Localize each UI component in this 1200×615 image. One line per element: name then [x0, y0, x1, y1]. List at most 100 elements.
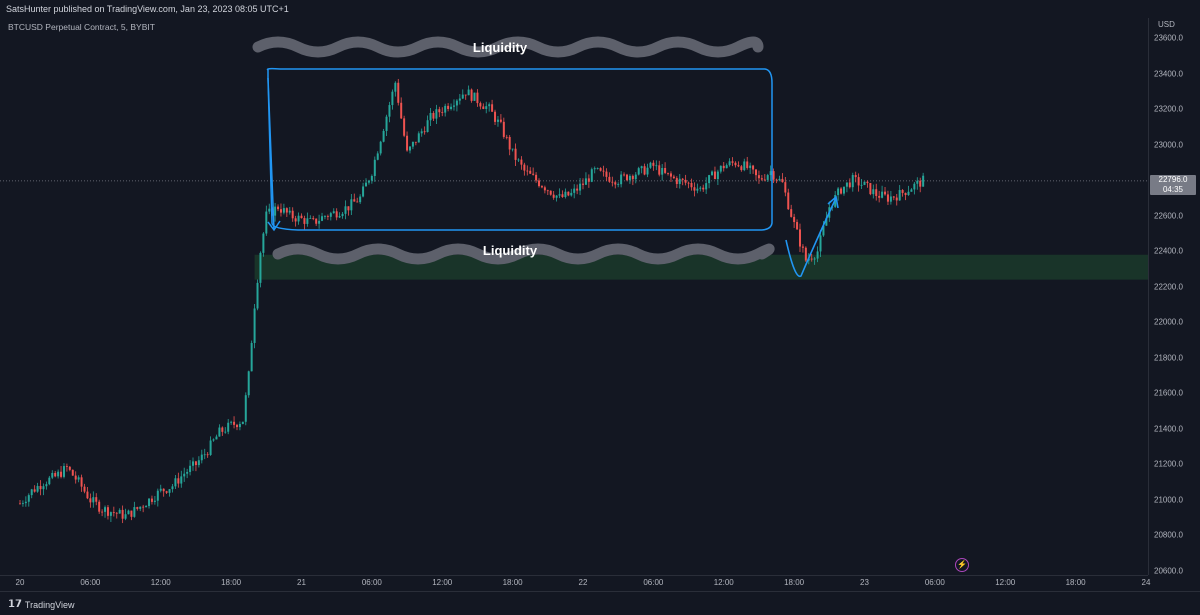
- candle-body: [514, 148, 517, 160]
- time-tick-label: 06:00: [80, 578, 101, 587]
- candle-body: [731, 161, 734, 163]
- candle-body: [851, 175, 854, 188]
- time-tick-label: 12:00: [713, 578, 734, 587]
- candle-body: [907, 191, 910, 195]
- candle-body: [658, 165, 661, 175]
- candle-body: [640, 166, 643, 169]
- candle-body: [508, 136, 511, 150]
- candle-body: [878, 195, 881, 198]
- candle-body: [227, 422, 230, 432]
- candle-body: [796, 222, 799, 230]
- candle-body: [297, 215, 300, 222]
- candle-body: [206, 454, 209, 456]
- candle-body: [180, 476, 183, 484]
- candle-body: [241, 421, 244, 424]
- candle-body: [171, 486, 174, 490]
- candle-body: [681, 178, 684, 180]
- candle-body: [787, 192, 790, 210]
- price-axis[interactable]: [1148, 18, 1200, 575]
- price-tick-label: 22000.0: [1154, 317, 1183, 327]
- candle-body: [256, 282, 259, 309]
- candle-body: [279, 209, 282, 213]
- time-tick-label: 06:00: [924, 578, 945, 587]
- candle-body: [80, 477, 83, 487]
- candle-body: [499, 119, 502, 122]
- candle-body: [432, 112, 435, 119]
- candle-body: [215, 436, 218, 440]
- candle-body: [479, 103, 482, 107]
- candle-body: [617, 184, 620, 185]
- candle-body: [438, 109, 441, 113]
- candle-body: [461, 94, 464, 99]
- candle-body: [33, 489, 36, 492]
- countdown-timer: 04:35: [1162, 184, 1184, 194]
- candle-body: [142, 506, 145, 508]
- time-tick-label: 12:00: [995, 578, 1016, 587]
- candle-body: [854, 175, 857, 178]
- candle-body: [646, 167, 649, 175]
- liquidity-scribble-bottom: [272, 243, 775, 265]
- candle-body: [763, 179, 766, 181]
- chart-area[interactable]: Liquidity Liquidity: [0, 18, 1148, 575]
- candle-body: [892, 196, 895, 198]
- candle-body: [705, 183, 708, 190]
- current-price-badge: 22796.0 04:35: [1150, 174, 1196, 195]
- candle-body: [590, 169, 593, 182]
- candle-body: [520, 159, 523, 165]
- candle-body: [678, 178, 681, 184]
- symbol-title[interactable]: BTCUSD Perpetual Contract, 5, BYBIT: [8, 22, 155, 32]
- liquidity-label-bottom: Liquidity: [483, 243, 538, 258]
- candle-body: [725, 165, 728, 169]
- candle-body: [174, 478, 177, 487]
- candle-body: [781, 178, 784, 183]
- candle-body: [822, 225, 825, 236]
- candle-body: [584, 178, 587, 185]
- candle-body: [408, 146, 411, 151]
- candle-body: [447, 105, 450, 109]
- candle-body: [212, 439, 215, 441]
- candle-body: [470, 89, 473, 101]
- candle-body: [804, 247, 807, 261]
- candle-body: [910, 189, 913, 192]
- footer: 𝟭𝟳 TradingView: [0, 591, 1200, 615]
- tradingview-logo[interactable]: 𝟭𝟳 TradingView: [8, 599, 74, 610]
- candle-body: [857, 177, 860, 186]
- price-tick-label: 21400.0: [1154, 424, 1183, 434]
- liquidity-label-top: Liquidity: [473, 40, 528, 55]
- candle-body: [318, 220, 321, 224]
- candle-body: [71, 469, 74, 476]
- candle-body: [845, 182, 848, 187]
- price-tick-label: 21600.0: [1154, 388, 1183, 398]
- candle-body: [599, 168, 602, 171]
- candle-body: [511, 148, 514, 150]
- candle-body: [230, 421, 233, 423]
- candle-body: [496, 119, 499, 122]
- time-axis[interactable]: [0, 575, 1148, 591]
- candle-body: [57, 471, 60, 477]
- candle-body: [124, 514, 127, 519]
- candle-body: [637, 168, 640, 175]
- candle-body: [801, 246, 804, 248]
- candle-body: [54, 472, 57, 477]
- candle-body: [379, 141, 382, 154]
- candle-body: [605, 171, 608, 177]
- lightning-icon[interactable]: ⚡: [955, 558, 969, 572]
- candle-body: [65, 466, 68, 467]
- candle-body: [19, 503, 21, 505]
- candle-body: [353, 199, 356, 202]
- candle-body: [904, 192, 907, 195]
- candle-body: [109, 512, 112, 516]
- candle-body: [790, 209, 793, 217]
- candle-body: [347, 206, 350, 211]
- candle-body: [356, 201, 359, 203]
- candle-body: [209, 440, 212, 455]
- candle-body: [672, 176, 675, 179]
- candle-body: [734, 162, 737, 166]
- price-chart[interactable]: Liquidity Liquidity: [0, 18, 1148, 575]
- candle-body: [579, 183, 582, 191]
- candle-body: [183, 473, 186, 477]
- candle-body: [546, 190, 549, 192]
- candle-body: [825, 217, 828, 226]
- candle-body: [458, 98, 461, 101]
- candle-body: [555, 195, 558, 198]
